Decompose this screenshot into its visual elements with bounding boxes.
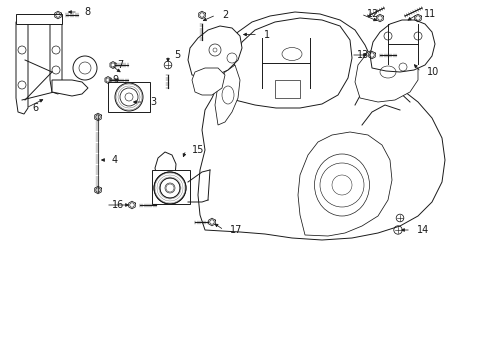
Text: 8: 8 bbox=[84, 7, 90, 17]
Polygon shape bbox=[231, 18, 351, 108]
Polygon shape bbox=[52, 80, 88, 96]
Text: 4: 4 bbox=[112, 155, 118, 165]
Text: 9: 9 bbox=[112, 75, 118, 85]
Circle shape bbox=[73, 56, 97, 80]
Polygon shape bbox=[198, 12, 444, 240]
Polygon shape bbox=[297, 132, 391, 236]
Polygon shape bbox=[187, 26, 242, 77]
Polygon shape bbox=[192, 68, 224, 95]
Text: 16: 16 bbox=[112, 200, 124, 210]
Text: 6: 6 bbox=[32, 103, 38, 113]
Text: 13: 13 bbox=[356, 50, 368, 60]
Text: 3: 3 bbox=[150, 97, 156, 107]
Polygon shape bbox=[16, 18, 28, 114]
Polygon shape bbox=[155, 152, 176, 184]
Text: 17: 17 bbox=[229, 225, 242, 235]
Polygon shape bbox=[354, 45, 417, 102]
Text: 12: 12 bbox=[366, 9, 379, 19]
Polygon shape bbox=[16, 14, 62, 24]
Text: 11: 11 bbox=[423, 9, 435, 19]
Text: 2: 2 bbox=[222, 10, 228, 20]
Text: 5: 5 bbox=[174, 50, 180, 60]
Text: 10: 10 bbox=[426, 67, 438, 77]
Polygon shape bbox=[108, 82, 150, 112]
Text: 14: 14 bbox=[416, 225, 428, 235]
Polygon shape bbox=[215, 65, 240, 125]
Polygon shape bbox=[50, 18, 62, 94]
Text: 7: 7 bbox=[117, 60, 123, 70]
Polygon shape bbox=[369, 20, 434, 72]
Polygon shape bbox=[152, 170, 190, 204]
Text: 15: 15 bbox=[192, 145, 204, 155]
Text: 1: 1 bbox=[264, 30, 269, 40]
